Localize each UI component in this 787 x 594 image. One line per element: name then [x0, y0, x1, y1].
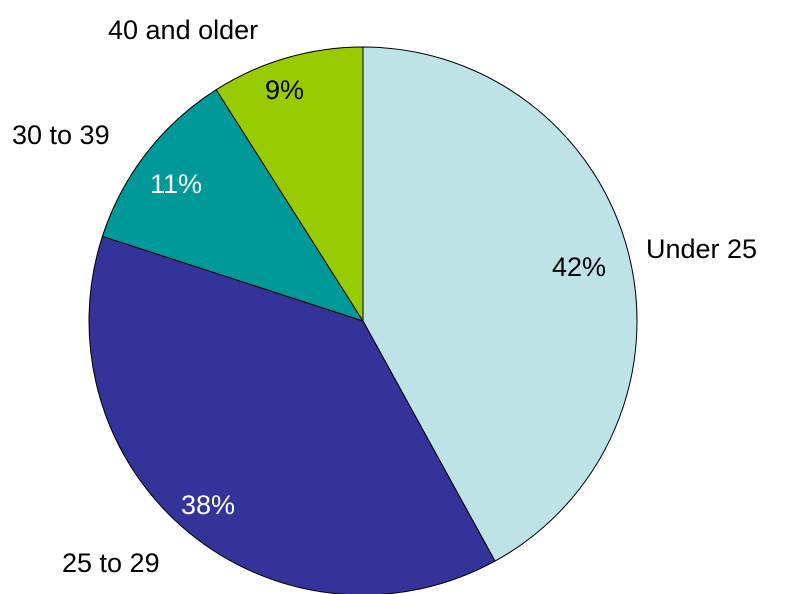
- value-label-40-and-older: 9%: [265, 75, 304, 105]
- slice-40-and-older: [215, 46, 364, 323]
- category-label-30-to-39: 30 to 39: [12, 120, 110, 150]
- value-label-under-25: 42%: [552, 252, 606, 282]
- slice-under-25: [362, 46, 638, 562]
- pie-labels: Under 25 25 to 29 30 to 39 40 and older …: [12, 15, 757, 578]
- slice-30-to-39: [101, 88, 365, 322]
- value-label-25-to-29: 38%: [181, 490, 235, 520]
- value-label-30-to-39: 11%: [150, 169, 202, 199]
- slice-25-to-29: [88, 235, 496, 594]
- category-label-25-to-29: 25 to 29: [62, 548, 160, 578]
- pie-slices: [88, 46, 638, 594]
- category-label-under-25: Under 25: [646, 234, 757, 264]
- category-label-40-and-older: 40 and older: [108, 15, 258, 45]
